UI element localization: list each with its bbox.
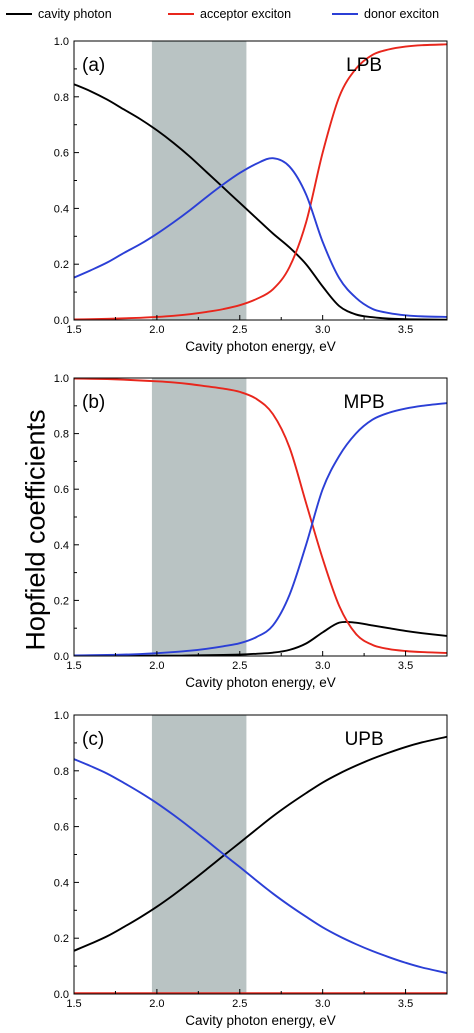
y-tick-label: 0.4 bbox=[54, 540, 69, 552]
legend-item-acceptor-exciton: acceptor exciton bbox=[168, 4, 291, 24]
y-tick-label: 0.4 bbox=[54, 203, 69, 215]
y-tick-label: 0.2 bbox=[54, 933, 69, 945]
y-tick-label: 0.4 bbox=[54, 877, 69, 889]
shaded-band bbox=[151, 41, 247, 320]
series-group bbox=[74, 378, 447, 656]
panel-b: 1.5 2.0 2.5 3.0 3.5 0.0 0.2 0.4 0.6 0.8 1.0 Cavity … bbox=[54, 373, 448, 690]
x-tick-label: 2.0 bbox=[149, 324, 164, 336]
plot-frame bbox=[73, 714, 448, 995]
plot-frame bbox=[73, 40, 448, 321]
x-tick-label: 1.5 bbox=[66, 998, 81, 1010]
x-tick-label: 3.0 bbox=[315, 660, 330, 672]
x-tick-label: 1.5 bbox=[66, 660, 81, 672]
series-line-donor-exciton bbox=[74, 402, 447, 656]
legend-swatch-donor-exciton bbox=[332, 13, 358, 15]
x-axis-label: Cavity photon energy, eV bbox=[185, 1013, 336, 1028]
series-line-acceptor-exciton bbox=[74, 378, 447, 654]
x-tick-label: 2.0 bbox=[149, 998, 164, 1010]
x-tick-label: 2.5 bbox=[232, 660, 247, 672]
y-tick-label: 0.0 bbox=[54, 989, 69, 1001]
x-tick-label: 2.5 bbox=[232, 324, 247, 336]
legend-swatch-cavity-photon bbox=[6, 13, 32, 15]
panel-c: 1.5 2.0 2.5 3.0 3.5 0.0 0.2 0.4 0.6 0.8 1.0 Cavity … bbox=[54, 710, 448, 1028]
series-group bbox=[74, 43, 447, 320]
x-tick-label: 3.5 bbox=[398, 998, 413, 1010]
series-line-acceptor-exciton bbox=[74, 43, 447, 320]
shaded-band bbox=[151, 378, 247, 656]
legend-swatch-acceptor-exciton bbox=[168, 13, 194, 15]
y-tick-label: 0.8 bbox=[54, 429, 69, 441]
y-tick-label: 1.0 bbox=[54, 373, 69, 385]
series-line-donor-exciton bbox=[74, 758, 447, 975]
legend-item-donor-exciton: donor exciton bbox=[332, 4, 439, 24]
legend-label-cavity-photon: cavity photon bbox=[38, 7, 112, 21]
panel-title: MPB bbox=[344, 392, 385, 413]
shaded-band bbox=[151, 715, 247, 994]
x-tick-label: 3.0 bbox=[315, 998, 330, 1010]
x-tick-label: 3.5 bbox=[398, 324, 413, 336]
y-tick-label: 1.0 bbox=[54, 710, 69, 722]
series-line-cavity-photon bbox=[74, 620, 447, 656]
plot-frame bbox=[73, 377, 448, 657]
x-tick-label: 3.0 bbox=[315, 324, 330, 336]
panel-tag: (b) bbox=[82, 392, 105, 413]
y-tick-label: 0.8 bbox=[54, 766, 69, 778]
x-tick-label: 2.5 bbox=[232, 998, 247, 1010]
legend-label-acceptor-exciton: acceptor exciton bbox=[200, 7, 292, 21]
y-tick-label: 0.6 bbox=[54, 484, 69, 496]
y-tick-label: 0.6 bbox=[54, 822, 69, 834]
x-tick-label: 2.0 bbox=[149, 660, 164, 672]
x-tick-label: 1.5 bbox=[66, 324, 81, 336]
panel-title: LPB bbox=[346, 55, 382, 76]
legend-label-donor-exciton: donor exciton bbox=[364, 7, 440, 21]
legend: cavity photon acceptor exciton donor exc… bbox=[0, 0, 474, 28]
series-group bbox=[74, 735, 447, 994]
y-tick-label: 1.0 bbox=[54, 36, 69, 48]
x-tick-label: 3.5 bbox=[398, 660, 413, 672]
panel-tag: (c) bbox=[82, 729, 104, 750]
y-tick-label: 0.6 bbox=[54, 148, 69, 160]
series-line-donor-exciton bbox=[74, 157, 447, 318]
legend-item-cavity-photon: cavity photon bbox=[6, 4, 112, 24]
y-tick-label: 0.8 bbox=[54, 92, 69, 104]
panel-tag: (a) bbox=[82, 55, 105, 76]
y-tick-label: 0.0 bbox=[54, 651, 69, 663]
y-tick-label: 0.2 bbox=[54, 595, 69, 607]
series-line-cavity-photon bbox=[74, 735, 447, 952]
x-axis-label: Cavity photon energy, eV bbox=[185, 675, 336, 690]
y-tick-label: 0.2 bbox=[54, 259, 69, 271]
y-tick-label: 0.0 bbox=[54, 315, 69, 327]
panel-a: 1.5 2.0 2.5 3.0 3.5 0.0 0.2 0.4 0.6 0.8 1.0 Cavity … bbox=[54, 36, 448, 354]
x-axis-label: Cavity photon energy, eV bbox=[185, 339, 336, 354]
series-line-cavity-photon bbox=[74, 83, 447, 320]
panel-title: UPB bbox=[345, 729, 384, 750]
